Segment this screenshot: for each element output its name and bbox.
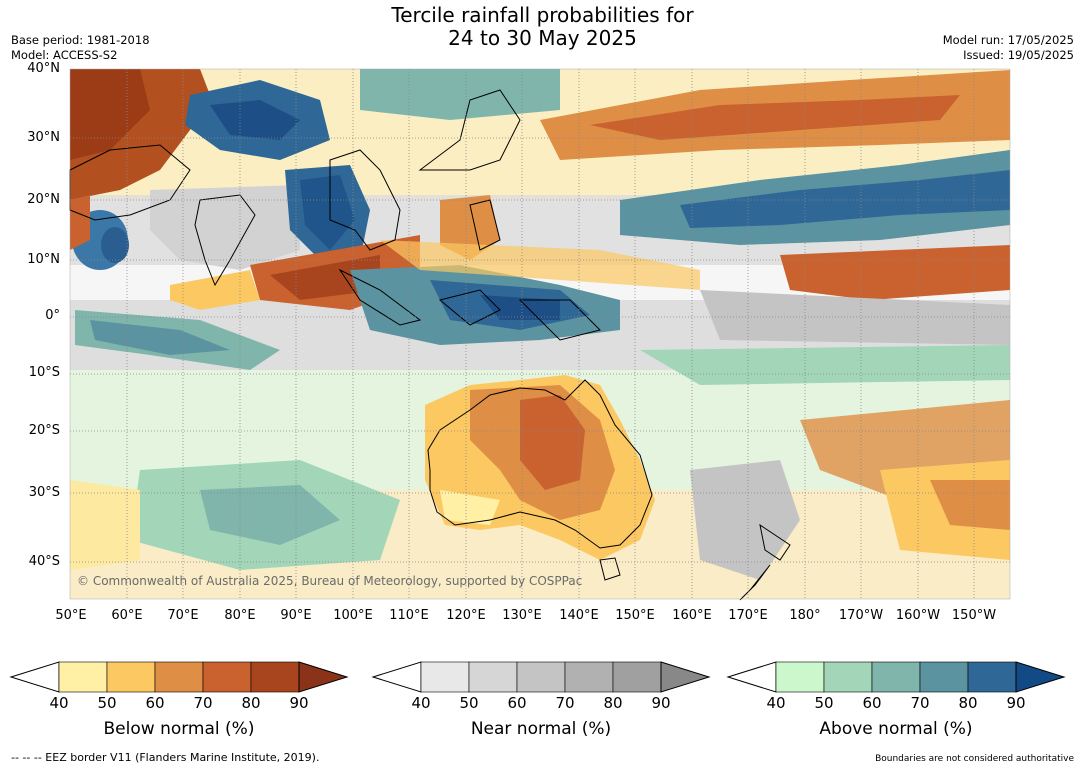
lon-label: 170°E: [728, 608, 768, 623]
lon-label: 80°E: [224, 608, 256, 623]
colorbar-min-extension: [9, 661, 60, 693]
colorbar-tick-label: 90: [651, 694, 671, 712]
colorbar-tick-label: 50: [814, 694, 834, 712]
lat-label-20s: 20°S: [28, 423, 60, 438]
colorbar-tick-label: 70: [193, 694, 213, 712]
lon-label: 140°E: [559, 608, 599, 623]
lat-label-30n: 30°N: [27, 130, 60, 145]
copyright-notice: © Commonwealth of Australia 2025, Bureau…: [77, 574, 583, 588]
lon-label: 160°W: [895, 608, 941, 623]
colorbar-max-extension: [1015, 661, 1066, 693]
colorbar-tick-label: 40: [766, 694, 786, 712]
colorbar-tick-label: 80: [958, 694, 978, 712]
boundaries-disclaimer: Boundaries are not considered authoritat…: [875, 754, 1074, 764]
lon-label: 170°W: [838, 608, 884, 623]
colorbar-segment: [871, 661, 921, 693]
colorbar-segment: [58, 661, 108, 693]
lon-label: 160°E: [672, 608, 712, 623]
lat-label-10s: 10°S: [28, 365, 60, 380]
colorbar-segment: [154, 661, 204, 693]
colorbar-segment: [823, 661, 873, 693]
colorbar-tick-label: 80: [241, 694, 261, 712]
lat-label-10n: 10°N: [27, 252, 60, 267]
lon-label: 130°E: [502, 608, 542, 623]
colorbar-max-extension: [298, 661, 349, 693]
colorbar-max-extension: [660, 661, 711, 693]
graticule: [70, 69, 1010, 599]
colorbar-tick-label: 60: [507, 694, 527, 712]
colorbars: [9, 661, 1066, 693]
lon-label: 110°E: [389, 608, 429, 623]
lon-label: 180°: [789, 608, 821, 623]
colorbar-tick-label: 40: [49, 694, 69, 712]
lon-label: 100°E: [333, 608, 373, 623]
lon-label: 60°E: [111, 608, 143, 623]
colorbar-segment: [106, 661, 156, 693]
colorbar-tick-label: 50: [97, 694, 117, 712]
eez-border-note: -- -- -- EEZ border V11 (Flanders Marine…: [11, 751, 320, 764]
colorbar-segment: [468, 661, 518, 693]
title-line-1: Tercile rainfall probabilities for: [391, 3, 694, 27]
colorbar-tick-label: 60: [145, 694, 165, 712]
colorbar-tick-label: 90: [1006, 694, 1026, 712]
colorbar-segment: [919, 661, 969, 693]
colorbar-segment: [564, 661, 614, 693]
model-run: Model run: 17/05/2025: [942, 33, 1074, 47]
lat-label-0: 0°: [45, 308, 60, 323]
colorbar-min-extension: [726, 661, 777, 693]
colorbar-tick-label: 50: [459, 694, 479, 712]
colorbar-segment: [775, 661, 825, 693]
near-normal-colorbar: [371, 661, 711, 693]
lon-label: 120°E: [446, 608, 486, 623]
map-title: Tercile rainfall probabilities for 24 to…: [0, 4, 1085, 50]
meta-right: Model run: 17/05/2025 Issued: 19/05/2025: [943, 33, 1074, 63]
map-field: [70, 69, 1010, 599]
colorbar-min-extension: [371, 661, 422, 693]
issued-date: Issued: 19/05/2025: [963, 48, 1074, 62]
colorbar-segment: [967, 661, 1017, 693]
lon-label: 70°E: [167, 608, 199, 623]
colorbar-tick-label: 70: [910, 694, 930, 712]
lon-label: 150°E: [615, 608, 655, 623]
meta-left: Base period: 1981-2018 Model: ACCESS-S2: [11, 33, 150, 63]
colorbar-segment: [202, 661, 252, 693]
title-line-2: 24 to 30 May 2025: [448, 26, 637, 50]
lon-label: 90°E: [280, 608, 312, 623]
colorbar-tick-label: 80: [603, 694, 623, 712]
above-normal-colorbar: [726, 661, 1066, 693]
colorbar-segment: [612, 661, 662, 693]
model-name: Model: ACCESS-S2: [11, 48, 118, 62]
above-normal-label: Above normal (%): [819, 719, 973, 739]
lat-label-40s: 40°S: [28, 554, 60, 569]
lat-label-40n: 40°N: [27, 61, 60, 76]
colorbar-segment: [250, 661, 300, 693]
colorbar-segment: [516, 661, 566, 693]
colorbar-tick-label: 90: [289, 694, 309, 712]
colorbar-tick-label: 70: [555, 694, 575, 712]
below-normal-label: Below normal (%): [103, 719, 255, 739]
below-normal-colorbar: [9, 661, 349, 693]
colorbar-tick-label: 60: [862, 694, 882, 712]
lon-label: 150°W: [951, 608, 997, 623]
colorbar-tick-label: 40: [411, 694, 431, 712]
lat-label-30s: 30°S: [28, 485, 60, 500]
base-period: Base period: 1981-2018: [11, 33, 150, 47]
colorbar-segment: [420, 661, 470, 693]
near-normal-label: Near normal (%): [470, 719, 612, 739]
lon-label: 50°E: [55, 608, 87, 623]
lat-label-20n: 20°N: [27, 192, 60, 207]
